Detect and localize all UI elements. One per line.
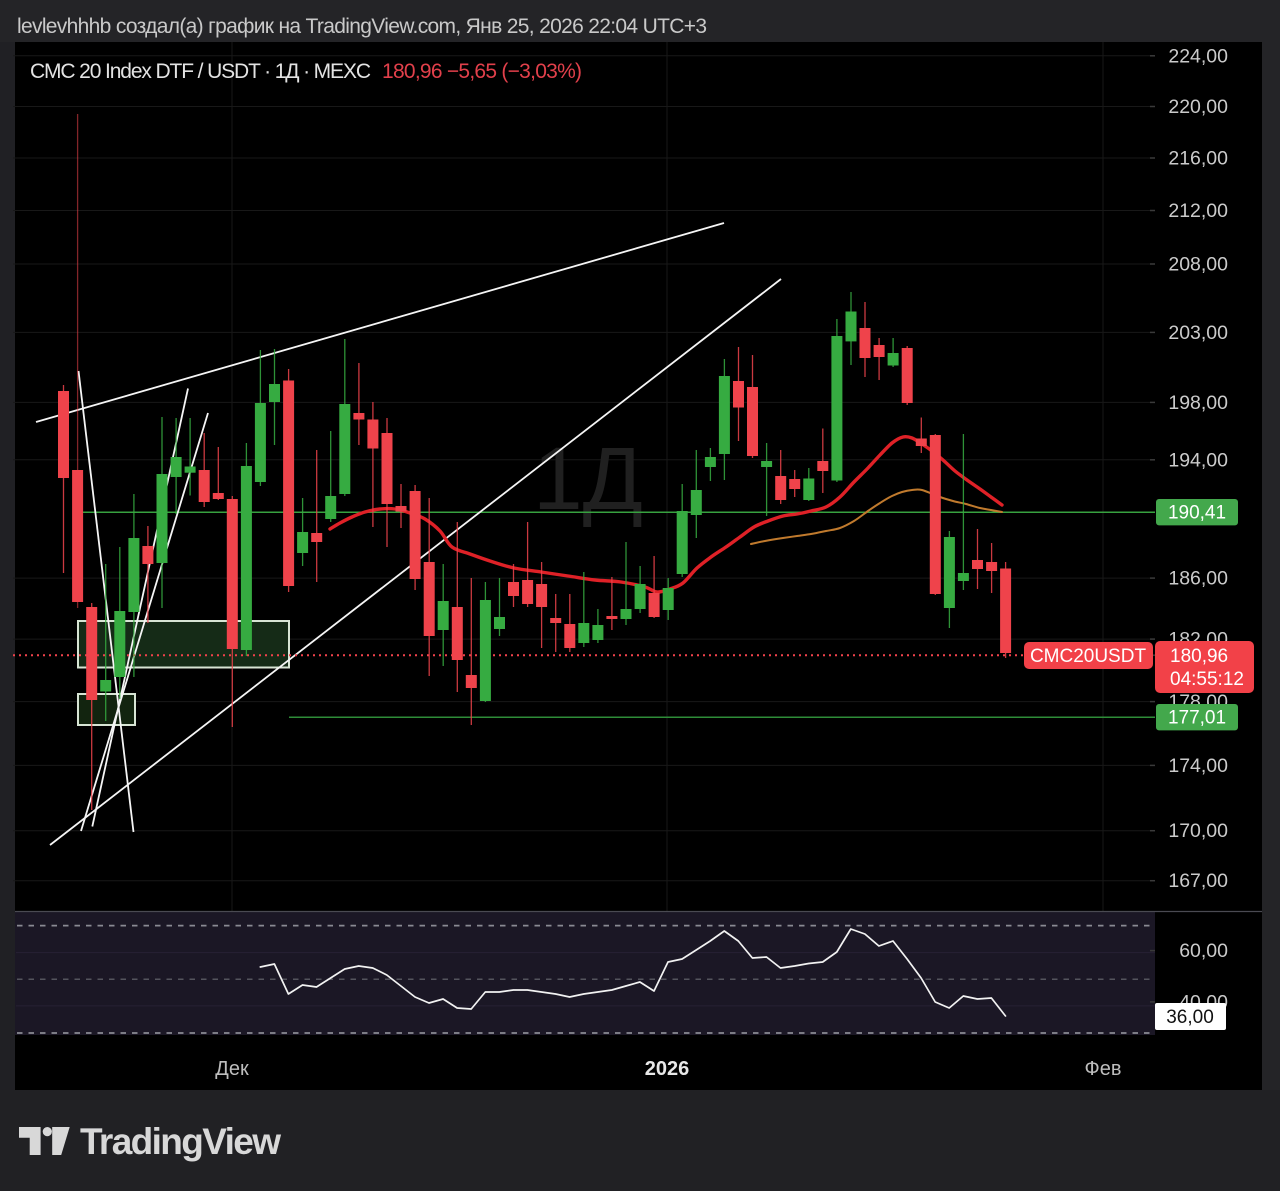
svg-text:2026: 2026 xyxy=(645,1058,690,1080)
svg-text:198,00: 198,00 xyxy=(1168,392,1228,414)
svg-text:180,96 −5,65 (−3,03%): 180,96 −5,65 (−3,03%) xyxy=(382,60,582,83)
svg-text:216,00: 216,00 xyxy=(1168,148,1228,170)
svg-text:194,00: 194,00 xyxy=(1168,449,1228,471)
svg-text:167,00: 167,00 xyxy=(1168,870,1228,892)
svg-text:203,00: 203,00 xyxy=(1168,322,1228,344)
svg-text:212,00: 212,00 xyxy=(1168,200,1228,222)
svg-text:36,00: 36,00 xyxy=(1166,1007,1214,1028)
svg-text:1Д: 1Д xyxy=(533,428,643,528)
svg-text:180,96: 180,96 xyxy=(1170,646,1228,667)
svg-text:224,00: 224,00 xyxy=(1168,45,1228,67)
svg-text:170,00: 170,00 xyxy=(1168,820,1228,842)
svg-text:TradingView: TradingView xyxy=(80,1121,281,1162)
svg-text:Дек: Дек xyxy=(215,1058,249,1080)
svg-text:Фев: Фев xyxy=(1085,1058,1122,1080)
svg-text:CMC 20 Index DTF / USDT · 1Д ·: CMC 20 Index DTF / USDT · 1Д · MEXC xyxy=(30,60,371,83)
svg-text:60,00: 60,00 xyxy=(1179,940,1228,962)
svg-text:04:55:12: 04:55:12 xyxy=(1170,669,1244,690)
svg-text:CMC20USDT: CMC20USDT xyxy=(1030,646,1147,667)
svg-text:177,01: 177,01 xyxy=(1168,708,1226,729)
svg-text:174,00: 174,00 xyxy=(1168,755,1228,777)
svg-text:186,00: 186,00 xyxy=(1168,568,1228,590)
svg-text:220,00: 220,00 xyxy=(1168,96,1228,118)
svg-text:190,41: 190,41 xyxy=(1168,503,1226,524)
svg-text:levlevhhhb создал(а) график на: levlevhhhb создал(а) график на TradingVi… xyxy=(17,15,707,38)
svg-text:208,00: 208,00 xyxy=(1168,254,1228,276)
